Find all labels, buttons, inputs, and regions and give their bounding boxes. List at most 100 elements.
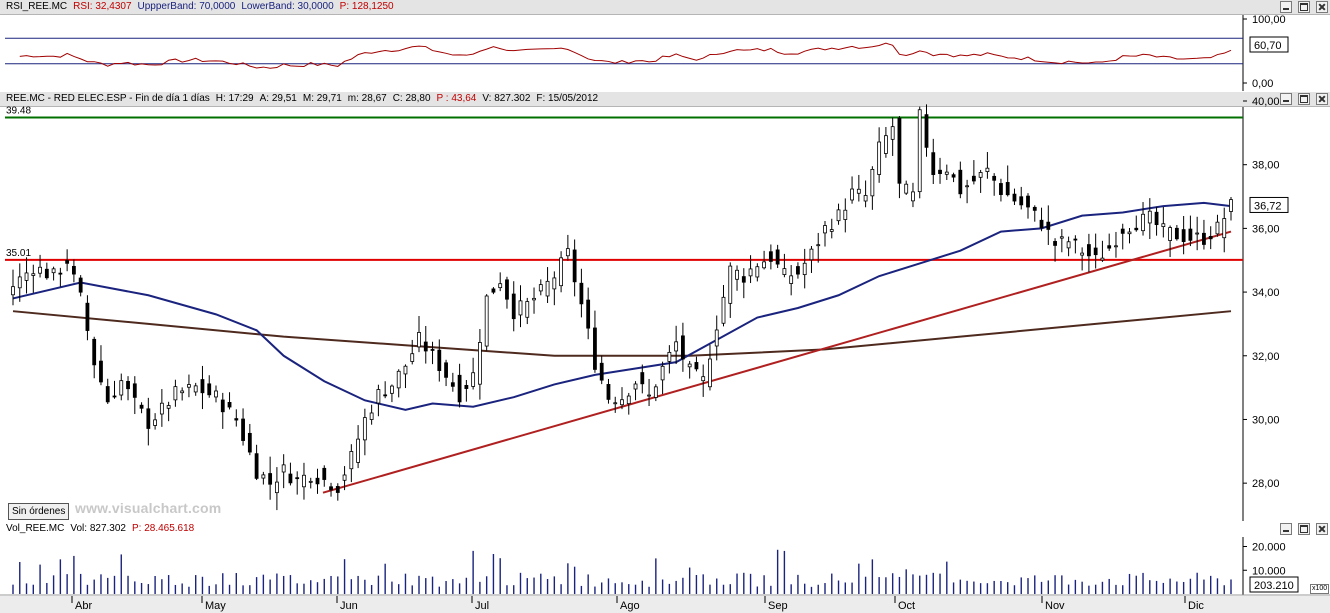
candle-body [1073,238,1078,241]
candle [410,339,415,365]
candle [1195,216,1200,251]
candle [687,360,692,379]
rsi-maximize-button[interactable] [1298,1,1310,13]
volume-minimize-button[interactable] [1280,523,1292,535]
sin-ordenes-button[interactable]: Sin órdenes [8,503,70,520]
candle-body [85,302,90,331]
candle-body [660,365,665,381]
candle [640,364,645,394]
candle-body [51,268,56,274]
candle-body [477,342,482,385]
candle-body [362,417,367,441]
candle-body [99,360,103,383]
candle-body [904,183,909,194]
candle [870,166,875,210]
rsi-title: RSI_REE.MC [6,1,68,12]
candle-body [735,269,739,280]
candle-body [944,171,949,175]
candle [477,329,482,400]
candle-body [748,268,753,277]
candle [660,361,665,395]
candle [65,249,70,272]
volume-title: Vol_REE.MC [6,523,65,534]
candle [126,376,130,401]
candle-body [159,402,164,415]
candle-body [234,418,239,421]
candle [274,467,279,511]
candle-body [207,383,212,396]
candle-body [450,382,455,387]
candle [268,456,273,500]
price-p: P : 43,64 [436,93,477,104]
candle-body [626,395,631,405]
candle [796,262,800,279]
candle [1188,215,1193,247]
candle-body [579,282,584,305]
candle-body [396,370,401,389]
volume-close-button[interactable] [1316,523,1328,535]
candle-body [390,385,394,394]
candle-body [640,372,645,385]
candle [518,285,523,328]
candle-body [755,266,760,278]
candle-body [809,248,814,261]
candle [44,262,49,280]
candle-body [17,276,22,289]
candle [701,364,706,397]
price-a: A: 29,51 [259,93,297,104]
candle [281,454,286,489]
candle [985,152,990,179]
candle [1174,225,1179,241]
candle [180,387,185,401]
candle [843,198,848,233]
candle-body [1087,244,1091,257]
candle-body [701,376,706,382]
rsi-minimize-button[interactable] [1280,1,1292,13]
candle-body [403,365,408,375]
candle-body [139,404,144,409]
candle-body [471,372,476,387]
candle-body [525,301,530,318]
price-axis-label-30: 30,00 [1252,414,1280,426]
candle [396,369,401,398]
candle [789,265,794,296]
candle [775,244,780,269]
candle [667,345,672,374]
candle-body [606,384,611,400]
candle-body [329,486,333,491]
candle [247,423,252,456]
candle-body [126,380,130,390]
candle [1134,215,1139,232]
volume-axis-label-10000: 10.000 [1252,565,1286,577]
candle [836,203,841,225]
candle [565,234,570,261]
candle [1066,236,1071,257]
candle-body [58,272,63,275]
price-current-value: 36,72 [1254,200,1282,212]
price-minimize-button[interactable] [1280,93,1292,105]
candle [755,263,760,282]
candle [105,378,110,404]
candle [390,384,394,403]
candle [166,401,171,422]
candle [620,387,624,410]
rsi-close-button[interactable] [1316,1,1328,13]
price-axis-label-34: 34,00 [1252,287,1280,299]
price-maximize-button[interactable] [1298,93,1310,105]
price-title: REE.MC - RED ELEC.ESP - Fin de día 1 día… [6,93,210,104]
candle [11,269,15,306]
candle [863,180,868,208]
month-label-Abr: Abr [75,600,92,612]
candle [383,381,388,399]
candle-body [518,300,523,316]
rsi-value: RSI: 32,4307 [73,1,132,12]
volume-maximize-button[interactable] [1298,523,1310,535]
price-axis-label-36: 36,00 [1252,223,1280,235]
price-close-button[interactable] [1316,93,1328,105]
candle-body [491,288,496,293]
price-min: m: 28,67 [347,93,387,104]
candle-body [681,335,685,360]
candle-body [538,284,543,292]
candle [146,397,151,446]
